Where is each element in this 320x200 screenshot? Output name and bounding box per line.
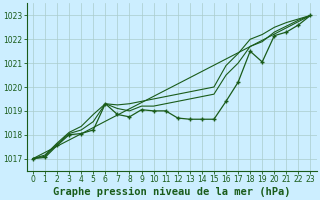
X-axis label: Graphe pression niveau de la mer (hPa): Graphe pression niveau de la mer (hPa) — [53, 186, 291, 197]
